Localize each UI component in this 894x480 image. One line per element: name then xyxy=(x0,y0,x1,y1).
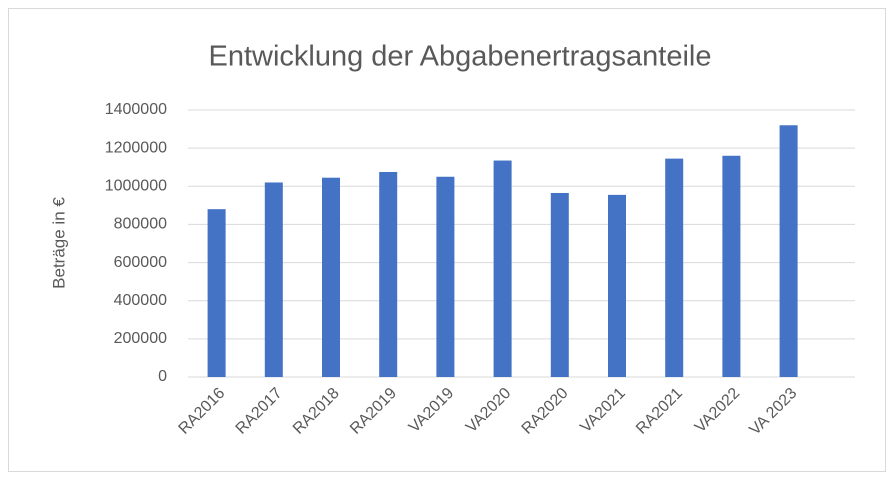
y-tick-label: 400000 xyxy=(114,292,167,309)
y-tick-label: 200000 xyxy=(114,330,167,347)
y-tick-label: 800000 xyxy=(114,216,167,233)
y-tick-label: 600000 xyxy=(114,254,167,271)
chart-title: Entwicklung der Abgabenertragsanteile xyxy=(209,41,712,73)
y-tick-label: 1400000 xyxy=(105,101,167,118)
y-tick-label: 0 xyxy=(158,368,167,385)
bar xyxy=(722,155,741,377)
bar xyxy=(322,177,340,377)
y-tick-label: 1000000 xyxy=(105,178,167,195)
bar xyxy=(436,176,455,377)
bar xyxy=(550,192,569,377)
bar xyxy=(608,194,626,377)
bar xyxy=(665,158,684,377)
bar xyxy=(207,209,226,377)
y-tick-label: 1200000 xyxy=(105,139,167,156)
bar xyxy=(779,125,798,377)
bar xyxy=(379,171,398,377)
bar xyxy=(264,182,283,377)
y-axis-label: Beträge in € xyxy=(49,197,68,289)
bar xyxy=(493,160,512,377)
